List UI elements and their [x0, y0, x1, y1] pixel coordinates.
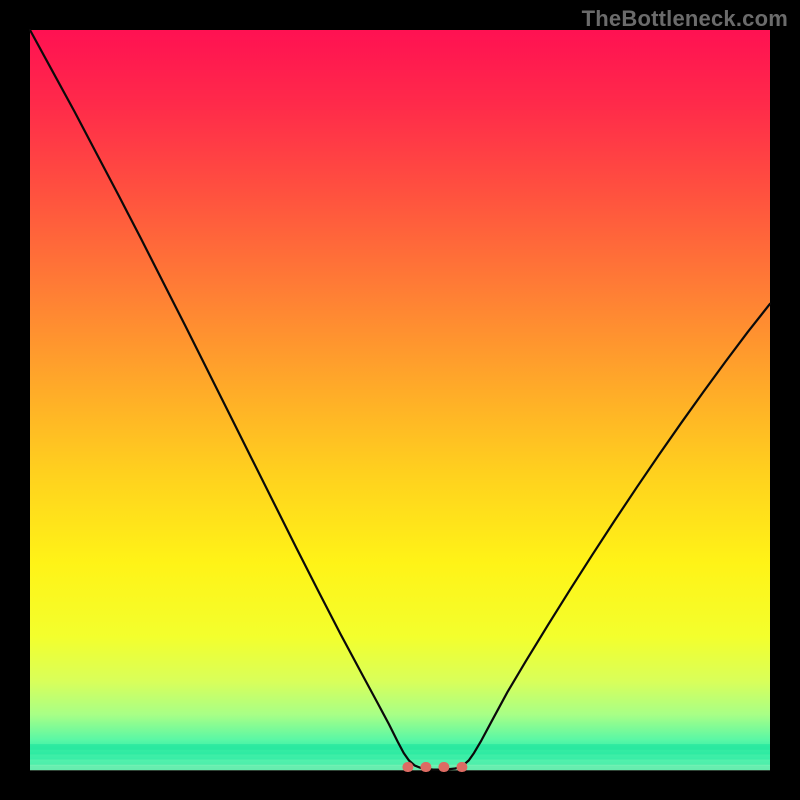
bottleneck-chart: TheBottleneck.com	[0, 0, 800, 800]
watermark-text: TheBottleneck.com	[582, 6, 788, 32]
chart-canvas	[0, 0, 800, 800]
